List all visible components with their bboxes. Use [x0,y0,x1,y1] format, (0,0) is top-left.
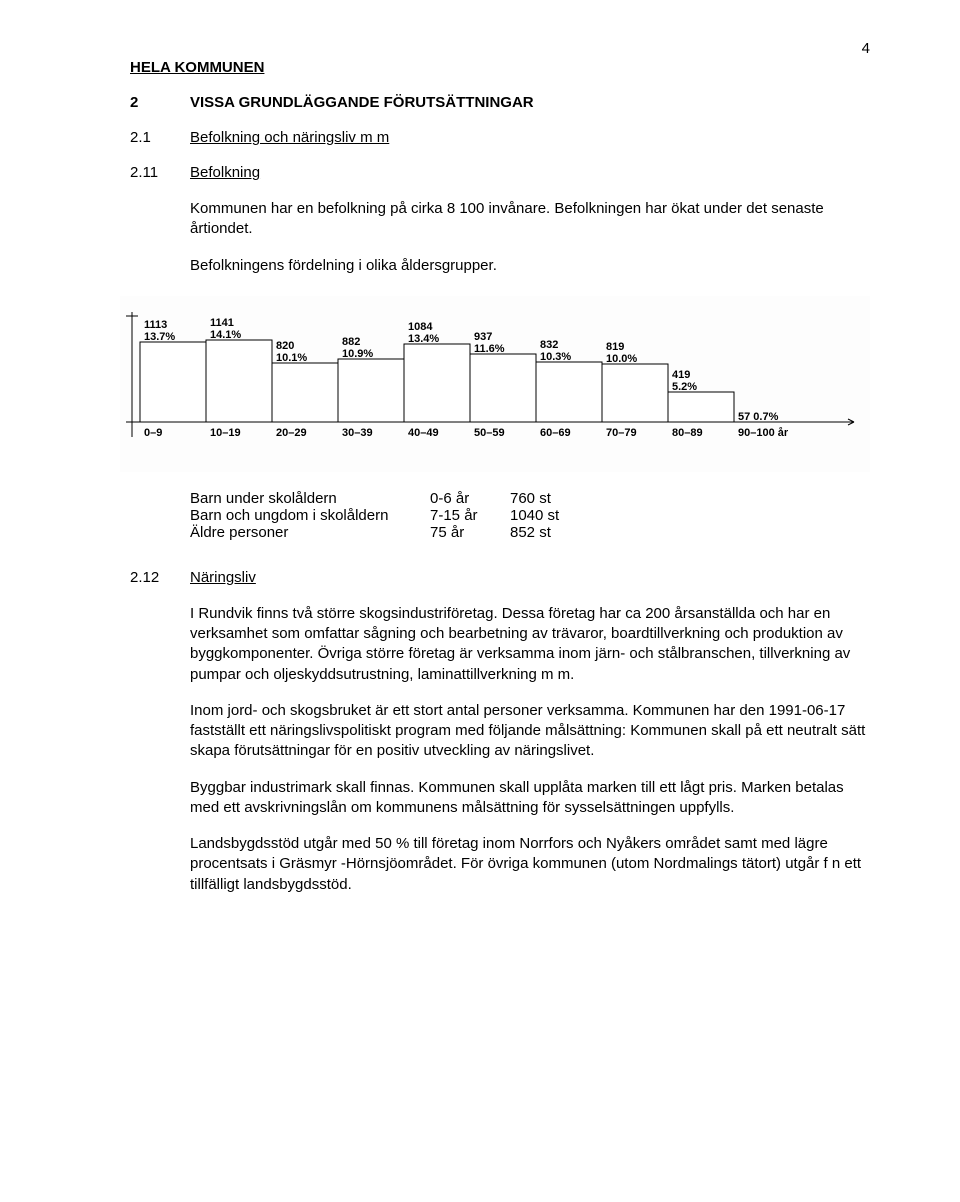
table-cell: 1040 st [510,507,590,524]
svg-text:13.4%: 13.4% [408,333,439,345]
header-row: HELA KOMMUNEN [130,59,870,76]
svg-text:10–19: 10–19 [210,427,241,439]
svg-text:10.3%: 10.3% [540,351,571,363]
svg-text:20–29: 20–29 [276,427,307,439]
page-title: HELA KOMMUNEN [130,59,264,76]
table-cell: 852 st [510,524,590,541]
section-title: Befolkning och näringsliv m m [190,129,389,146]
svg-text:882: 882 [342,336,360,348]
table-cell: 7-15 år [430,507,510,524]
svg-text:14.1%: 14.1% [210,329,241,341]
svg-text:10.9%: 10.9% [342,348,373,360]
paragraph: I Rundvik finns två större skogsindustri… [190,604,870,685]
bar-chart-svg: 111313.7% 0–9 114114.1% 10–19 82010.1% 20–29 8… [120,302,880,462]
svg-text:819: 819 [606,341,624,353]
table-row: Äldre personer 75 år 852 st [190,524,870,541]
svg-text:1113: 1113 [144,319,167,331]
paragraph: Inom jord- och skogsbruket är ett stort … [190,701,870,762]
svg-text:820: 820 [276,340,294,352]
section-title: VISSA GRUNDLÄGGANDE FÖRUTSÄTTNINGAR [190,94,534,111]
section-number: 2.12 [130,569,190,586]
table-cell: Äldre personer [190,524,430,541]
age-distribution-chart: 111313.7% 0–9 114114.1% 10–19 82010.1% 20–29 8… [120,296,870,472]
section-2-11-row: 2.11 Befolkning [130,164,870,181]
svg-text:80–89: 80–89 [672,427,703,439]
svg-text:937: 937 [474,331,492,343]
section-number: 2.11 [130,164,190,181]
section-2-1-row: 2.1 Befolkning och näringsliv m m [130,129,870,146]
svg-text:60–69: 60–69 [540,427,571,439]
section-title: Befolkning [190,164,260,181]
section-title: Näringsliv [190,569,256,586]
svg-text:30–39: 30–39 [342,427,373,439]
table-row: Barn och ungdom i skolåldern 7-15 år 104… [190,507,870,524]
svg-text:832: 832 [540,339,558,351]
svg-text:11.6%: 11.6% [474,343,505,355]
paragraph: Landsbygdsstöd utgår med 50 % till föret… [190,834,870,895]
table-cell: 0-6 år [430,490,510,507]
section-2-row: 2 VISSA GRUNDLÄGGANDE FÖRUTSÄTTNINGAR [130,94,870,111]
svg-text:0–9: 0–9 [144,427,162,439]
page-number: 4 [130,40,870,57]
svg-text:90–100 år: 90–100 år [738,427,789,439]
paragraph: Befolkningens fördelning i olika åldersg… [190,256,870,276]
paragraph: Kommunen har en befolkning på cirka 8 10… [190,199,870,240]
paragraph: Byggbar industrimark skall finnas. Kommu… [190,778,870,819]
svg-text:70–79: 70–79 [606,427,637,439]
section-number: 2.1 [130,129,190,146]
svg-text:10.0%: 10.0% [606,353,637,365]
table-cell: 760 st [510,490,590,507]
svg-text:13.7%: 13.7% [144,331,175,343]
document-page: 4 HELA KOMMUNEN 2 VISSA GRUNDLÄGGANDE FÖ… [0,0,960,951]
section-2-12-row: 2.12 Näringsliv [130,569,870,586]
table-cell: 75 år [430,524,510,541]
svg-text:57 0.7%: 57 0.7% [738,411,779,423]
svg-text:40–49: 40–49 [408,427,439,439]
table-cell: Barn och ungdom i skolåldern [190,507,430,524]
svg-text:50–59: 50–59 [474,427,505,439]
svg-text:5.2%: 5.2% [672,381,697,393]
svg-text:1084: 1084 [408,321,433,333]
section-number: 2 [130,94,190,111]
svg-text:419: 419 [672,369,690,381]
age-summary-table: Barn under skolåldern 0-6 år 760 st Barn… [190,490,870,541]
svg-text:1141: 1141 [210,317,234,329]
table-row: Barn under skolåldern 0-6 år 760 st [190,490,870,507]
table-cell: Barn under skolåldern [190,490,430,507]
svg-text:10.1%: 10.1% [276,352,307,364]
